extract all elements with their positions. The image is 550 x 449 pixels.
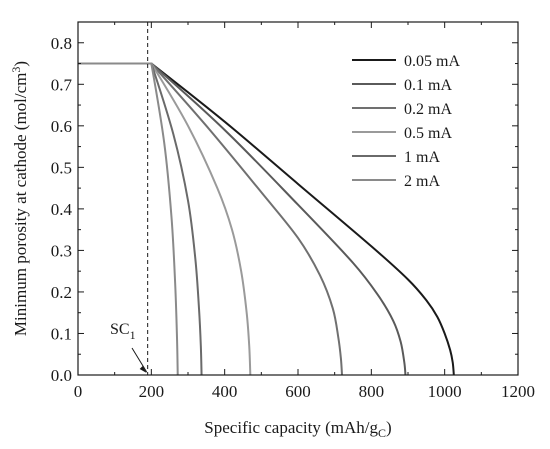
y-tick-label: 0.7: [51, 75, 73, 94]
series-layer: [78, 62, 455, 375]
legend-label-4: 0.5 mA: [404, 125, 452, 142]
series-line-4: [78, 62, 252, 375]
y-tick-label: 0.3: [51, 241, 72, 260]
x-tick-label: 1000: [428, 382, 462, 401]
legend: 0.05 mA 0.1 mA 0.2 mA 0.5 mA 1 mA 2 mA: [352, 53, 460, 190]
y-axis-label-sup: 3: [9, 67, 23, 73]
plot-frame: [77, 21, 519, 376]
y-tick-label: 0.1: [51, 324, 72, 343]
y-axis-label: Minimum porosity at cathode (mol/cm3): [9, 61, 30, 336]
x-tick-label: 200: [139, 382, 165, 401]
x-tick-label: 600: [285, 382, 311, 401]
sc1-arrow-line: [131, 347, 148, 373]
legend-label-6: 2 mA: [404, 173, 440, 190]
y-tick-label: 0.8: [51, 34, 72, 53]
x-tick-label: 800: [359, 382, 385, 401]
legend-label-3: 0.2 mA: [404, 101, 452, 118]
y-tick-label: 0.2: [51, 283, 72, 302]
series-line-6: [78, 62, 179, 375]
y-tick-label: 0.6: [51, 117, 72, 136]
y-tick-label: 0.0: [51, 366, 72, 385]
x-tick-label: 1200: [501, 382, 535, 401]
legend-label-2: 0.1 mA: [404, 77, 452, 94]
annotation-layer: SC1: [110, 22, 149, 375]
x-axis-label: Specific capacity (mAh/gC): [204, 418, 391, 440]
series-line-1: [78, 62, 455, 375]
sc1-arrow-head: [139, 366, 147, 373]
y-tick-label: 0.4: [51, 200, 73, 219]
x-axis-label-sub: C: [378, 426, 386, 440]
legend-label-5: 1 mA: [404, 149, 440, 166]
legend-label-1: 0.05 mA: [404, 53, 460, 70]
x-tick-label: 400: [212, 382, 238, 401]
ticks-layer: 0 200 400 600 800 1000 1200 0.0 0.1 0.2 0.3 0.4 0.5 0…: [51, 22, 535, 401]
sc1-label: SC1: [110, 321, 136, 342]
series-line-2: [78, 62, 407, 375]
series-line-3: [78, 62, 343, 375]
series-line-5: [78, 62, 203, 375]
x-tick-label: 0: [74, 382, 83, 401]
y-tick-label: 0.5: [51, 158, 72, 177]
